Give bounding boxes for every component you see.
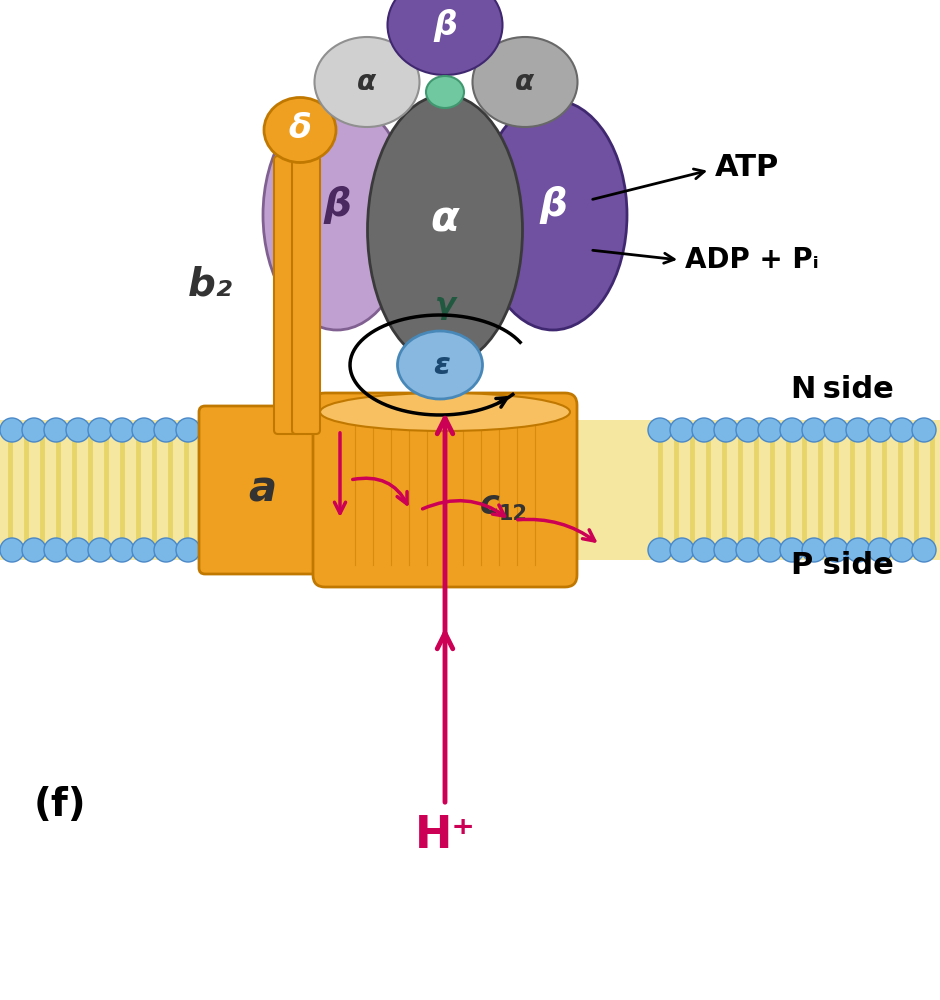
Circle shape: [868, 418, 892, 442]
Bar: [0, 420, 940, 560]
Ellipse shape: [320, 393, 570, 431]
Text: 12: 12: [498, 504, 527, 524]
Circle shape: [0, 538, 24, 562]
Ellipse shape: [479, 100, 627, 330]
Circle shape: [824, 538, 848, 562]
Circle shape: [780, 538, 804, 562]
Circle shape: [802, 538, 826, 562]
Circle shape: [22, 538, 46, 562]
Text: ε: ε: [433, 351, 450, 379]
Circle shape: [648, 418, 672, 442]
Circle shape: [868, 538, 892, 562]
Text: H⁺: H⁺: [415, 814, 476, 856]
Circle shape: [890, 418, 914, 442]
Ellipse shape: [315, 37, 419, 127]
Circle shape: [670, 418, 694, 442]
Circle shape: [66, 538, 90, 562]
Ellipse shape: [421, 348, 469, 353]
FancyBboxPatch shape: [274, 156, 302, 434]
Circle shape: [44, 418, 68, 442]
Circle shape: [154, 418, 178, 442]
FancyBboxPatch shape: [199, 406, 326, 574]
Circle shape: [176, 418, 200, 442]
Text: δ: δ: [289, 111, 311, 144]
Circle shape: [176, 538, 200, 562]
Circle shape: [132, 418, 156, 442]
Text: ATP: ATP: [715, 153, 779, 182]
Text: α: α: [357, 68, 377, 96]
Circle shape: [714, 538, 738, 562]
Circle shape: [66, 418, 90, 442]
FancyBboxPatch shape: [313, 393, 577, 587]
Circle shape: [846, 418, 870, 442]
Circle shape: [670, 538, 694, 562]
Text: side: side: [812, 375, 894, 404]
Circle shape: [714, 418, 738, 442]
Ellipse shape: [263, 100, 411, 330]
Text: c: c: [480, 488, 500, 522]
Text: α: α: [431, 199, 460, 241]
Ellipse shape: [398, 331, 482, 399]
Circle shape: [758, 418, 782, 442]
Ellipse shape: [426, 76, 464, 108]
Circle shape: [846, 538, 870, 562]
Ellipse shape: [264, 98, 336, 162]
Circle shape: [132, 538, 156, 562]
Circle shape: [692, 418, 716, 442]
Circle shape: [890, 538, 914, 562]
Circle shape: [44, 538, 68, 562]
Circle shape: [912, 538, 936, 562]
Text: b₂: b₂: [188, 266, 232, 304]
Circle shape: [912, 418, 936, 442]
Text: γ: γ: [434, 290, 455, 320]
Text: ADP + Pᵢ: ADP + Pᵢ: [685, 246, 819, 274]
Circle shape: [154, 538, 178, 562]
Text: β: β: [433, 8, 457, 41]
Text: α: α: [515, 68, 535, 96]
Ellipse shape: [387, 0, 503, 75]
Ellipse shape: [473, 37, 577, 127]
Text: N: N: [790, 375, 815, 404]
Circle shape: [692, 538, 716, 562]
Text: a: a: [248, 469, 276, 511]
FancyBboxPatch shape: [292, 156, 320, 434]
Circle shape: [824, 418, 848, 442]
Circle shape: [736, 418, 760, 442]
Circle shape: [736, 538, 760, 562]
Circle shape: [110, 418, 134, 442]
Circle shape: [88, 538, 112, 562]
Circle shape: [802, 418, 826, 442]
Text: β: β: [539, 186, 567, 224]
Text: (f): (f): [34, 786, 86, 824]
Ellipse shape: [368, 95, 523, 365]
Text: β: β: [323, 186, 351, 224]
Circle shape: [0, 418, 24, 442]
Text: side: side: [812, 550, 894, 580]
Circle shape: [88, 418, 112, 442]
Circle shape: [780, 418, 804, 442]
Circle shape: [110, 538, 134, 562]
Text: P: P: [790, 550, 812, 580]
Circle shape: [22, 418, 46, 442]
Circle shape: [758, 538, 782, 562]
Circle shape: [648, 538, 672, 562]
